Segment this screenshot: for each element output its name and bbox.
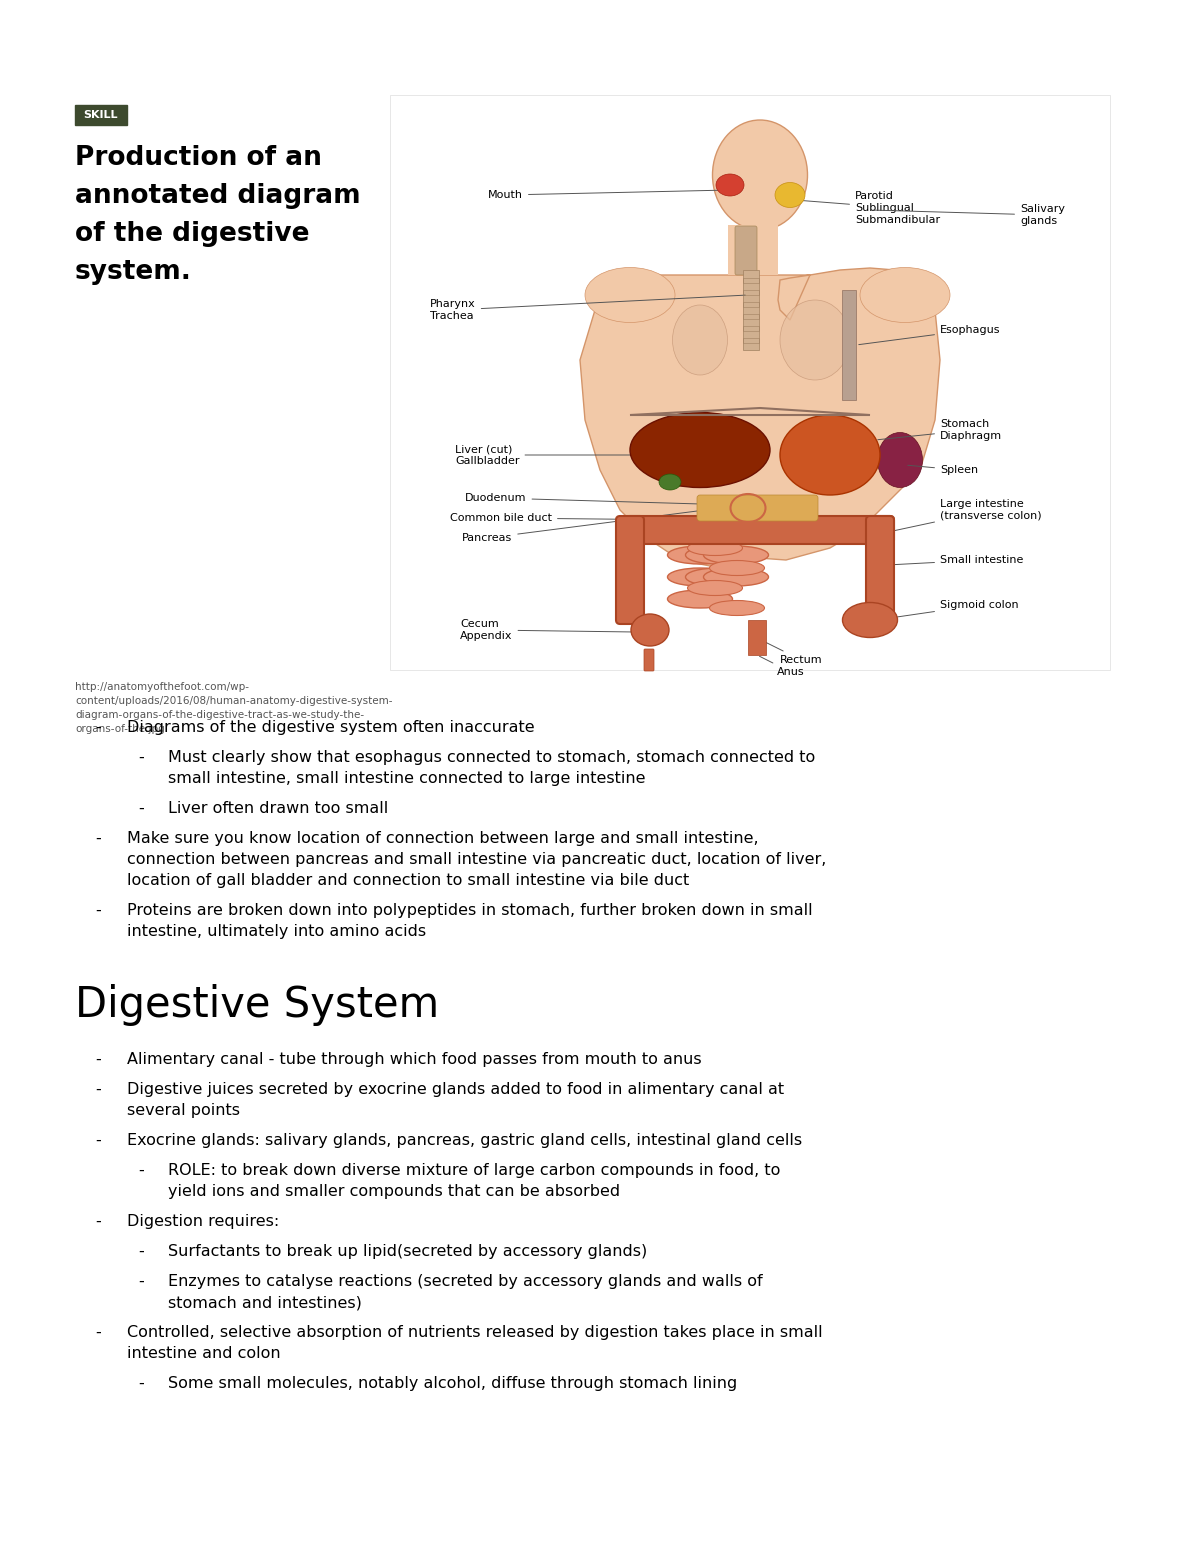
FancyBboxPatch shape bbox=[616, 516, 644, 624]
Text: -: - bbox=[138, 1244, 144, 1259]
Text: -: - bbox=[95, 1134, 101, 1148]
Text: Proteins are broken down into polypeptides in stomach, further broken down in sm: Proteins are broken down into polypeptid… bbox=[127, 902, 812, 918]
Text: Anus: Anus bbox=[760, 657, 805, 677]
Text: Large intestine
(transverse colon): Large intestine (transverse colon) bbox=[890, 499, 1042, 531]
Text: -: - bbox=[95, 1214, 101, 1228]
Ellipse shape bbox=[688, 581, 743, 595]
Ellipse shape bbox=[775, 183, 805, 208]
Text: Enzymes to catalyse reactions (secreted by accessory glands and walls of: Enzymes to catalyse reactions (secreted … bbox=[168, 1273, 763, 1289]
Text: Spleen: Spleen bbox=[907, 464, 978, 475]
Text: yield ions and smaller compounds that can be absorbed: yield ions and smaller compounds that ca… bbox=[168, 1183, 620, 1199]
Ellipse shape bbox=[877, 432, 923, 488]
Text: Some small molecules, notably alcohol, diffuse through stomach lining: Some small molecules, notably alcohol, d… bbox=[168, 1376, 737, 1391]
Text: Controlled, selective absorption of nutrients released by digestion takes place : Controlled, selective absorption of nutr… bbox=[127, 1325, 823, 1340]
Text: intestine and colon: intestine and colon bbox=[127, 1346, 281, 1360]
Text: Esophagus: Esophagus bbox=[859, 325, 1001, 345]
Text: Common bile duct: Common bile duct bbox=[450, 512, 692, 523]
FancyBboxPatch shape bbox=[626, 516, 894, 544]
Ellipse shape bbox=[667, 547, 732, 564]
Ellipse shape bbox=[688, 540, 743, 556]
FancyBboxPatch shape bbox=[842, 290, 856, 401]
FancyBboxPatch shape bbox=[866, 516, 894, 624]
Ellipse shape bbox=[860, 267, 950, 323]
FancyBboxPatch shape bbox=[74, 106, 127, 124]
Polygon shape bbox=[580, 269, 940, 570]
FancyBboxPatch shape bbox=[390, 95, 1110, 669]
Ellipse shape bbox=[672, 304, 727, 374]
Text: Sigmoid colon: Sigmoid colon bbox=[893, 599, 1019, 618]
Text: Alimentary canal - tube through which food passes from mouth to anus: Alimentary canal - tube through which fo… bbox=[127, 1051, 702, 1067]
Text: Pancreas: Pancreas bbox=[462, 511, 702, 544]
Text: Digestion requires:: Digestion requires: bbox=[127, 1214, 280, 1228]
Text: Production of an: Production of an bbox=[74, 144, 322, 171]
Text: Must clearly show that esophagus connected to stomach, stomach connected to: Must clearly show that esophagus connect… bbox=[168, 750, 815, 766]
Text: annotated diagram: annotated diagram bbox=[74, 183, 361, 210]
Text: intestine, ultimately into amino acids: intestine, ultimately into amino acids bbox=[127, 924, 426, 940]
FancyBboxPatch shape bbox=[728, 225, 778, 275]
Text: Mouth: Mouth bbox=[488, 189, 727, 200]
Text: Stomach
Diaphragm: Stomach Diaphragm bbox=[877, 419, 1002, 441]
Ellipse shape bbox=[685, 547, 750, 564]
Text: -: - bbox=[95, 831, 101, 846]
Ellipse shape bbox=[703, 547, 768, 564]
Ellipse shape bbox=[630, 413, 770, 488]
Text: location of gall bladder and connection to small intestine via bile duct: location of gall bladder and connection … bbox=[127, 873, 689, 888]
Text: Cecum
Appendix: Cecum Appendix bbox=[460, 620, 632, 641]
Text: system.: system. bbox=[74, 259, 192, 286]
Ellipse shape bbox=[667, 568, 732, 585]
FancyBboxPatch shape bbox=[743, 270, 760, 349]
Ellipse shape bbox=[780, 300, 850, 380]
Text: Liver (cut)
Gallbladder: Liver (cut) Gallbladder bbox=[455, 444, 647, 466]
Text: Liver often drawn too small: Liver often drawn too small bbox=[168, 801, 389, 815]
Text: Duodenum: Duodenum bbox=[466, 492, 732, 505]
Ellipse shape bbox=[631, 613, 670, 646]
Text: Salivary
glands: Salivary glands bbox=[872, 203, 1066, 225]
Text: stomach and intestines): stomach and intestines) bbox=[168, 1295, 362, 1311]
Ellipse shape bbox=[713, 120, 808, 230]
Ellipse shape bbox=[667, 590, 732, 609]
Text: -: - bbox=[138, 1163, 144, 1179]
Text: Pharynx
Trachea: Pharynx Trachea bbox=[430, 295, 745, 321]
Text: -: - bbox=[95, 1082, 101, 1096]
Text: http://anatomyofthefoot.com/wp-
content/uploads/2016/08/human-anatomy-digestive-: http://anatomyofthefoot.com/wp- content/… bbox=[74, 682, 392, 735]
Text: Small intestine: Small intestine bbox=[889, 554, 1024, 565]
Ellipse shape bbox=[586, 267, 674, 323]
Text: -: - bbox=[95, 1051, 101, 1067]
Text: -: - bbox=[138, 801, 144, 815]
FancyBboxPatch shape bbox=[748, 620, 766, 655]
Ellipse shape bbox=[709, 561, 764, 576]
Text: small intestine, small intestine connected to large intestine: small intestine, small intestine connect… bbox=[168, 770, 646, 786]
Text: -: - bbox=[95, 721, 101, 735]
FancyBboxPatch shape bbox=[644, 649, 654, 671]
Text: Diagrams of the digestive system often inaccurate: Diagrams of the digestive system often i… bbox=[127, 721, 535, 735]
Text: SKILL: SKILL bbox=[84, 110, 119, 120]
Text: Digestive System: Digestive System bbox=[74, 985, 439, 1027]
Text: Make sure you know location of connection between large and small intestine,: Make sure you know location of connectio… bbox=[127, 831, 758, 846]
Ellipse shape bbox=[842, 603, 898, 637]
Text: Digestive juices secreted by exocrine glands added to food in alimentary canal a: Digestive juices secreted by exocrine gl… bbox=[127, 1082, 784, 1096]
Text: several points: several points bbox=[127, 1103, 240, 1118]
Ellipse shape bbox=[709, 601, 764, 615]
Ellipse shape bbox=[703, 568, 768, 585]
Ellipse shape bbox=[659, 474, 682, 491]
Text: -: - bbox=[138, 1273, 144, 1289]
Ellipse shape bbox=[685, 568, 750, 585]
Text: connection between pancreas and small intestine via pancreatic duct, location of: connection between pancreas and small in… bbox=[127, 853, 827, 867]
Text: Rectum: Rectum bbox=[760, 640, 823, 665]
Text: -: - bbox=[138, 1376, 144, 1391]
Ellipse shape bbox=[780, 415, 880, 495]
FancyBboxPatch shape bbox=[734, 227, 757, 275]
Text: Exocrine glands: salivary glands, pancreas, gastric gland cells, intestinal glan: Exocrine glands: salivary glands, pancre… bbox=[127, 1134, 802, 1148]
Text: -: - bbox=[138, 750, 144, 766]
Text: Parotid
Sublingual
Submandibular: Parotid Sublingual Submandibular bbox=[798, 191, 940, 225]
Text: ROLE: to break down diverse mixture of large carbon compounds in food, to: ROLE: to break down diverse mixture of l… bbox=[168, 1163, 780, 1179]
Text: of the digestive: of the digestive bbox=[74, 221, 310, 247]
Text: -: - bbox=[95, 1325, 101, 1340]
FancyBboxPatch shape bbox=[697, 495, 818, 520]
Text: Surfactants to break up lipid(secreted by accessory glands): Surfactants to break up lipid(secreted b… bbox=[168, 1244, 647, 1259]
Ellipse shape bbox=[716, 174, 744, 196]
Text: -: - bbox=[95, 902, 101, 918]
